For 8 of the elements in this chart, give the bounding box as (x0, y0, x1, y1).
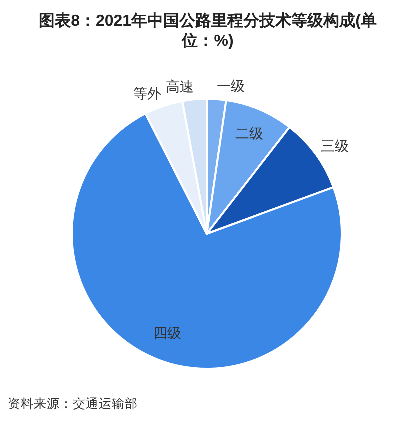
slice-label: 高速 (166, 78, 194, 94)
slice-label: 等外 (134, 85, 162, 102)
slice-label: 三级 (320, 138, 349, 154)
title: 图表8：2021年中国公路里程分技术等级构成(单位：%) (38, 12, 378, 52)
slice-label: 二级 (235, 125, 264, 142)
slice-label: 一级 (217, 78, 246, 94)
slice-label: 四级 (154, 325, 182, 342)
annotation: 资料来源：交通运输部 (8, 396, 138, 413)
